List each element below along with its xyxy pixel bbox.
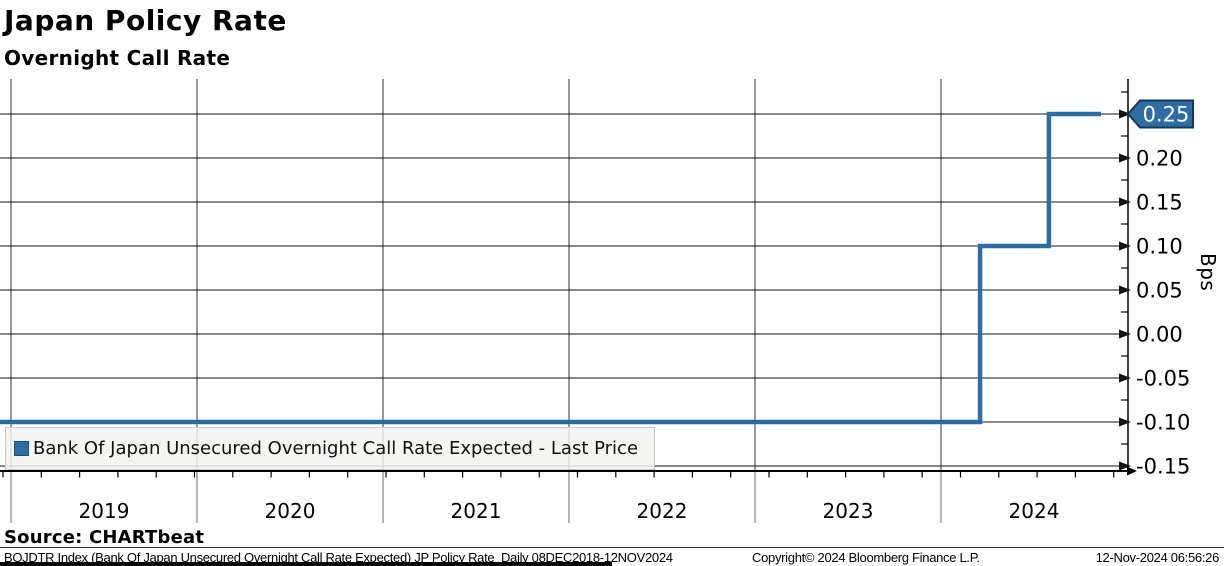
gridline-arrow-icon: [1119, 461, 1131, 471]
y-tick-label: 0.10: [1136, 235, 1183, 259]
gridline-arrow-icon: [1119, 197, 1131, 207]
legend-label: Bank Of Japan Unsecured Overnight Call R…: [33, 438, 639, 459]
x-tick-label: 2019: [79, 499, 130, 523]
page-title: Japan Policy Rate: [4, 4, 287, 37]
gridline-arrow-icon: [1119, 373, 1131, 383]
gridline-arrow-icon: [1119, 329, 1131, 339]
y-tick-label: 0.20: [1136, 147, 1183, 171]
gridline-arrow-icon: [1119, 153, 1131, 163]
footer: BOJDTR Index (Bank Of Japan Unsecured Ov…: [0, 550, 1224, 566]
last-price-label: 0.25: [1143, 103, 1190, 127]
y-tick-label: 0.15: [1136, 191, 1183, 215]
x-axis-arrow-icon: [1127, 466, 1137, 476]
y-tick-label: -0.10: [1136, 411, 1190, 435]
y-tick-label: -0.05: [1136, 367, 1190, 391]
footer-timestamp: 12-Nov-2024 06:56:26: [1095, 550, 1220, 565]
x-tick-label: 2022: [637, 499, 688, 523]
x-tick-label: 2021: [451, 499, 502, 523]
source-label: Source: CHARTbeat: [4, 527, 205, 548]
chart-subtitle: Overnight Call Rate: [4, 46, 231, 70]
y-tick-label: -0.15: [1136, 455, 1190, 479]
footer-divider: [0, 547, 1224, 548]
y-axis-title: Bps: [1196, 253, 1220, 292]
data-line: [0, 111, 1101, 425]
y-tick-label: 0.00: [1136, 323, 1183, 347]
gridline-arrow-icon: [1119, 417, 1131, 427]
x-tick-label: 2024: [1009, 499, 1060, 523]
gridline-arrow-icon: [1119, 241, 1131, 251]
gridline-arrow-icon: [1119, 109, 1131, 119]
footer-security-info: BOJDTR Index (Bank Of Japan Unsecured Ov…: [4, 550, 673, 565]
x-tick-label: 2023: [823, 499, 874, 523]
legend: Bank Of Japan Unsecured Overnight Call R…: [5, 427, 655, 470]
footer-copyright: Copyright© 2024 Bloomberg Finance L.P.: [752, 550, 980, 565]
gridline-arrow-icon: [1119, 285, 1131, 295]
legend-swatch-icon: [14, 441, 29, 456]
x-tick-label: 2020: [265, 499, 316, 523]
y-tick-label: 0.05: [1136, 279, 1183, 303]
last-price-tag: [1126, 99, 1194, 129]
bottom-edge-bar: [0, 562, 612, 566]
